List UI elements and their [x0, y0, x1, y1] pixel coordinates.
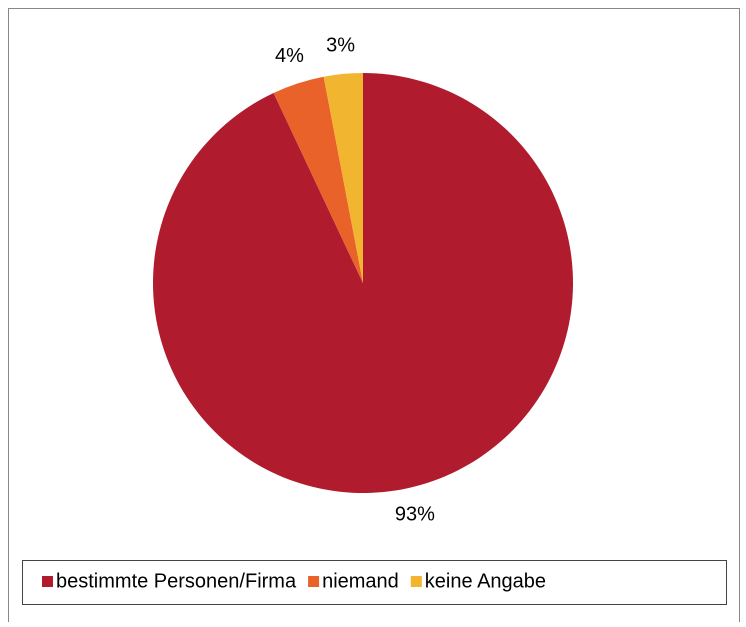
- legend-label: bestimmte Personen/Firma: [56, 570, 297, 592]
- data-label: 3%: [326, 34, 355, 56]
- legend-label: niemand: [322, 570, 399, 592]
- data-label: 93%: [395, 504, 435, 526]
- legend-swatch: [42, 576, 53, 587]
- pie-slice: [273, 76, 363, 283]
- data-label: 4%: [275, 45, 304, 67]
- pie-slice: [323, 73, 363, 283]
- legend-swatch: [308, 576, 320, 587]
- legend-box: [22, 560, 727, 605]
- legend-label: keine Angabe: [425, 570, 546, 592]
- legend-swatch: [410, 576, 422, 587]
